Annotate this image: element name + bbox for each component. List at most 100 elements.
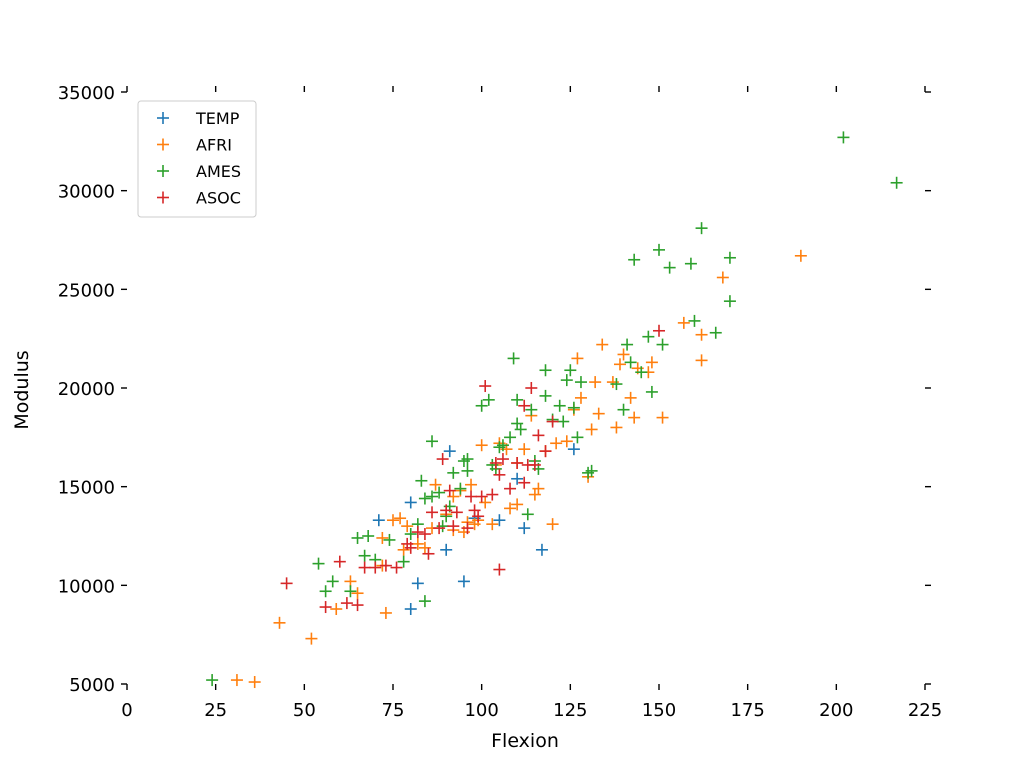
data-point bbox=[344, 585, 357, 598]
data-point bbox=[574, 376, 587, 389]
data-point bbox=[433, 486, 446, 499]
data-point bbox=[560, 374, 573, 387]
data-point bbox=[589, 376, 602, 389]
data-point bbox=[443, 445, 456, 458]
data-point bbox=[794, 249, 807, 262]
data-point bbox=[457, 575, 470, 588]
data-point bbox=[613, 358, 626, 371]
data-point bbox=[461, 464, 474, 477]
data-point bbox=[525, 382, 538, 394]
y-tick-label: 10000 bbox=[58, 576, 115, 597]
data-point bbox=[684, 257, 697, 270]
data-point bbox=[305, 632, 318, 645]
data-point bbox=[564, 364, 577, 377]
data-point bbox=[677, 316, 690, 329]
series-asoc bbox=[280, 324, 665, 614]
data-point bbox=[351, 531, 364, 544]
data-point bbox=[379, 559, 392, 572]
data-point bbox=[319, 601, 332, 614]
data-point bbox=[358, 561, 371, 574]
data-point bbox=[723, 251, 736, 264]
data-point bbox=[507, 352, 520, 365]
legend-marker-asoc bbox=[157, 191, 169, 204]
data-point bbox=[415, 474, 428, 487]
data-point bbox=[486, 518, 499, 531]
data-point bbox=[557, 415, 570, 428]
y-axis-label: Modulus bbox=[11, 350, 33, 429]
data-point bbox=[248, 676, 261, 689]
data-point bbox=[624, 356, 637, 369]
data-point bbox=[571, 352, 584, 365]
data-point bbox=[411, 537, 424, 550]
data-point bbox=[695, 354, 708, 367]
data-point bbox=[525, 403, 538, 416]
data-point bbox=[383, 533, 396, 546]
data-point bbox=[518, 476, 531, 489]
data-point bbox=[404, 528, 417, 541]
data-point bbox=[404, 496, 417, 509]
data-points bbox=[206, 131, 903, 689]
data-point bbox=[351, 587, 364, 600]
data-point bbox=[454, 482, 467, 495]
data-point bbox=[511, 393, 524, 406]
data-point bbox=[429, 478, 442, 491]
data-point bbox=[645, 385, 658, 398]
data-point bbox=[546, 518, 559, 531]
data-point bbox=[379, 606, 392, 619]
data-point bbox=[574, 391, 587, 404]
series-ames bbox=[206, 131, 903, 687]
data-point bbox=[628, 253, 641, 266]
data-point bbox=[521, 508, 534, 521]
data-point bbox=[369, 561, 382, 574]
data-point bbox=[461, 522, 474, 535]
data-point bbox=[567, 443, 580, 456]
data-point bbox=[610, 421, 623, 434]
data-point bbox=[422, 547, 435, 560]
data-point bbox=[624, 391, 637, 404]
data-point bbox=[387, 514, 399, 527]
data-point bbox=[596, 338, 609, 351]
data-point bbox=[511, 472, 524, 485]
axis-ticks: 0 25 50 75 100 125 150 175 200 225 5000 10000 15000 2… bbox=[58, 83, 942, 721]
data-point bbox=[426, 490, 439, 503]
data-point bbox=[656, 411, 669, 424]
data-point bbox=[695, 328, 708, 341]
data-point bbox=[656, 338, 669, 351]
data-point bbox=[475, 399, 488, 412]
x-tick-label: 75 bbox=[382, 700, 405, 721]
data-point bbox=[496, 439, 509, 452]
data-point bbox=[493, 563, 506, 576]
data-point bbox=[376, 531, 389, 544]
data-point bbox=[567, 401, 580, 414]
y-tick-label: 15000 bbox=[58, 478, 115, 499]
data-point bbox=[465, 478, 478, 491]
data-point bbox=[511, 498, 524, 511]
data-point bbox=[504, 502, 517, 515]
data-point bbox=[443, 484, 456, 497]
data-point bbox=[418, 492, 431, 505]
data-point bbox=[514, 423, 527, 436]
data-point bbox=[532, 482, 545, 495]
data-point bbox=[518, 399, 531, 412]
data-point bbox=[273, 616, 286, 629]
data-point bbox=[358, 549, 371, 562]
y-tick-label: 35000 bbox=[58, 83, 115, 104]
data-point bbox=[482, 393, 495, 406]
data-point bbox=[628, 411, 641, 424]
data-point bbox=[312, 557, 325, 570]
data-point bbox=[447, 520, 460, 533]
data-point bbox=[695, 222, 708, 235]
data-point bbox=[401, 520, 414, 533]
x-tick-label: 200 bbox=[819, 700, 853, 721]
y-tick-label: 30000 bbox=[58, 182, 115, 203]
legend-marker-ames bbox=[157, 165, 169, 177]
data-point bbox=[394, 512, 407, 525]
x-tick-label: 150 bbox=[642, 700, 676, 721]
data-point bbox=[688, 314, 701, 327]
y-tick-label: 25000 bbox=[58, 280, 115, 301]
legend-marker-temp bbox=[157, 112, 169, 124]
data-point bbox=[550, 437, 563, 450]
x-tick-label: 50 bbox=[293, 700, 316, 721]
data-point bbox=[890, 176, 903, 189]
